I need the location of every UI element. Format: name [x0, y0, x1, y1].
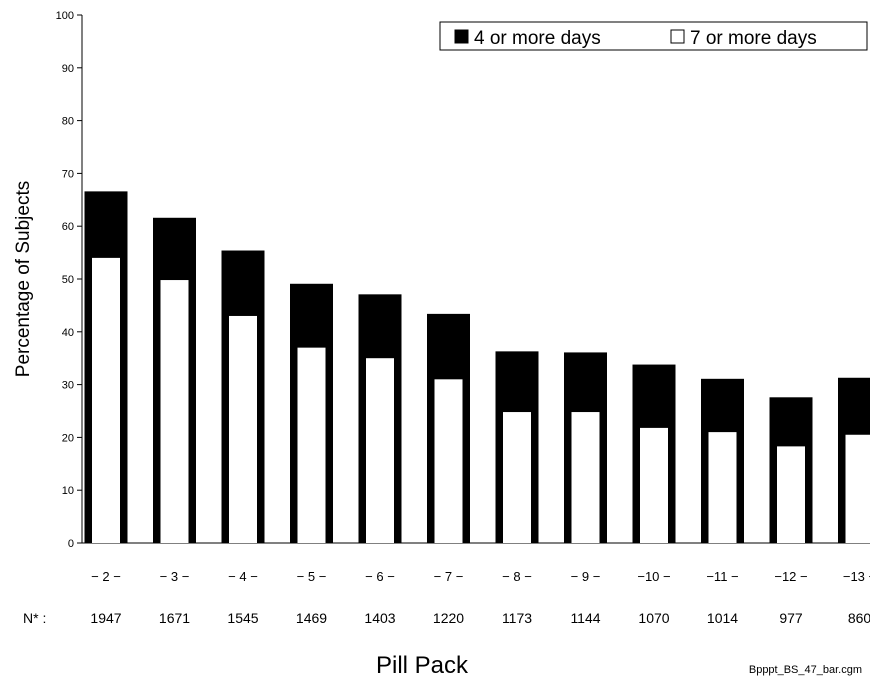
- bars: [84, 191, 870, 544]
- x-category-label: − 2 −: [91, 569, 121, 584]
- legend-label-7-or-more-days: 7 or more days: [690, 28, 817, 49]
- y-tick-label: 50: [62, 274, 74, 286]
- x-category-label: −11 −: [706, 569, 738, 584]
- x-category-label: −13 −: [843, 569, 870, 584]
- bar-7-or-more-days: [777, 446, 805, 543]
- bar-7-or-more-days: [229, 315, 257, 543]
- y-tick-label: 60: [62, 221, 74, 233]
- bar-7-or-more-days: [297, 347, 326, 543]
- x-category-label: − 8 −: [502, 569, 532, 584]
- n-row: N* : 1947 1671 1545 1469 1403 1220 1173 1144 107…: [23, 610, 870, 626]
- bar-7-or-more-days: [92, 257, 120, 543]
- x-category-label: −12 −: [774, 569, 807, 584]
- y-tick-label: 80: [62, 116, 74, 128]
- y-tick-label: 20: [62, 432, 74, 444]
- n-value: 1545: [227, 610, 258, 626]
- y-ticks: 0 10 20 30 40 50 60 70 80 90 100: [56, 10, 82, 550]
- bar-7-or-more-days: [160, 280, 189, 543]
- n-value: 1220: [433, 610, 464, 626]
- y-tick-label: 0: [68, 538, 74, 550]
- legend-swatch-4-or-more-days: [454, 29, 469, 44]
- legend-box: [439, 21, 868, 51]
- footer-filename: Bpppt_BS_47_bar.cgm: [749, 664, 862, 676]
- legend-swatch-7-or-more-days: [670, 29, 685, 44]
- y-tick-label: 70: [62, 168, 74, 180]
- x-category-label: − 5 −: [297, 569, 327, 584]
- bar-7-or-more-days: [640, 427, 668, 543]
- bar-7-or-more-days: [571, 412, 600, 543]
- y-tick-label: 90: [62, 63, 74, 75]
- x-category-label: − 6 −: [365, 569, 395, 584]
- n-value: 1070: [638, 610, 669, 626]
- n-row-label: N* :: [23, 610, 46, 626]
- x-category-label: −10 −: [637, 569, 670, 584]
- n-value: 860: [848, 610, 870, 626]
- legend-label-4-or-more-days: 4 or more days: [474, 28, 601, 49]
- x-axis-label: Pill Pack: [376, 652, 469, 679]
- n-value: 1671: [159, 610, 190, 626]
- n-value: 1144: [570, 610, 600, 626]
- n-value: 1173: [502, 610, 532, 626]
- n-value: 1947: [90, 610, 121, 626]
- y-tick-label: 40: [62, 327, 74, 339]
- bar-7-or-more-days: [503, 412, 531, 543]
- n-value: 977: [779, 610, 803, 626]
- n-value: 1014: [707, 610, 738, 626]
- legend: 4 or more days 7 or more days: [439, 21, 868, 51]
- x-category-label: − 7 −: [434, 569, 464, 584]
- bar-7-or-more-days: [708, 432, 737, 543]
- y-tick-label: 30: [62, 380, 74, 392]
- y-tick-label: 10: [62, 485, 74, 497]
- x-categories: − 2 − − 3 − − 4 − − 5 − − 6 − − 7 − − 8 − − 9 −…: [91, 569, 870, 584]
- x-category-label: − 9 −: [571, 569, 601, 584]
- y-axis-label: Percentage of Subjects: [13, 181, 34, 377]
- n-value: 1469: [296, 610, 327, 626]
- x-category-label: − 3 −: [160, 569, 190, 584]
- bar-7-or-more-days: [366, 358, 394, 543]
- x-category-label: − 4 −: [228, 569, 258, 584]
- bar-7-or-more-days: [845, 434, 870, 543]
- y-tick-label: 100: [56, 10, 74, 22]
- bar-7-or-more-days: [434, 379, 463, 543]
- n-value: 1403: [364, 610, 395, 626]
